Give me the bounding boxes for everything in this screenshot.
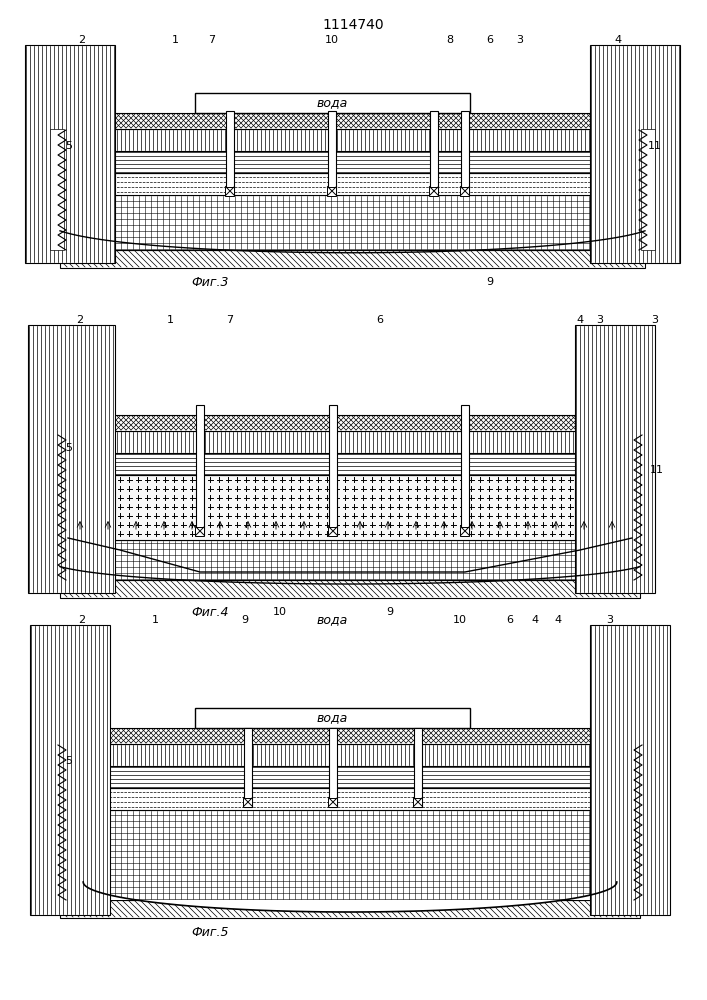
Bar — [60, 113, 645, 129]
Text: 10: 10 — [325, 35, 339, 45]
Text: 6: 6 — [506, 615, 513, 625]
Text: Фиг.3: Фиг.3 — [192, 275, 229, 288]
Text: 2: 2 — [78, 615, 86, 625]
Text: 11: 11 — [648, 141, 662, 151]
Bar — [60, 129, 645, 151]
Bar — [60, 900, 640, 918]
Bar — [196, 526, 204, 536]
Bar — [60, 788, 640, 810]
Bar — [429, 186, 438, 196]
Bar — [60, 744, 640, 766]
Text: 1: 1 — [151, 615, 158, 625]
Bar — [329, 798, 337, 806]
Bar — [60, 195, 645, 250]
Text: 4: 4 — [532, 615, 539, 625]
Bar — [590, 625, 670, 915]
Bar — [196, 405, 204, 535]
Bar — [430, 111, 438, 195]
Bar — [641, 129, 655, 250]
Bar — [50, 129, 64, 250]
Bar — [461, 405, 469, 535]
Text: 5: 5 — [65, 443, 72, 453]
Bar — [414, 728, 422, 807]
Bar — [28, 325, 115, 593]
Bar — [60, 453, 640, 475]
Text: 3: 3 — [597, 315, 604, 325]
Text: 9: 9 — [241, 615, 249, 625]
Bar — [60, 415, 640, 431]
Bar — [25, 45, 115, 263]
Bar — [329, 728, 337, 807]
Text: вода: вода — [317, 712, 348, 724]
Bar — [461, 111, 469, 195]
Polygon shape — [60, 882, 640, 912]
Bar — [60, 475, 640, 540]
Bar — [590, 45, 680, 263]
Text: 1: 1 — [167, 315, 173, 325]
Text: Фиг.5: Фиг.5 — [192, 926, 229, 938]
Bar — [60, 810, 640, 900]
Text: 11: 11 — [650, 465, 664, 475]
Text: 7: 7 — [226, 315, 233, 325]
Bar — [60, 431, 640, 453]
Bar — [60, 250, 645, 268]
Text: 2: 2 — [76, 315, 83, 325]
Text: 10: 10 — [453, 615, 467, 625]
Text: 1114740: 1114740 — [322, 18, 384, 32]
Bar — [195, 708, 470, 728]
Text: 3: 3 — [517, 35, 523, 45]
Bar — [226, 111, 234, 195]
Bar — [329, 526, 337, 536]
Text: 8: 8 — [446, 35, 454, 45]
Bar — [60, 766, 640, 788]
Bar — [244, 728, 252, 807]
Text: 5: 5 — [65, 756, 72, 766]
Bar — [60, 580, 640, 598]
Text: 4: 4 — [614, 35, 621, 45]
Bar — [226, 186, 235, 196]
Text: 5: 5 — [65, 141, 72, 151]
Bar — [243, 798, 252, 806]
Bar — [460, 526, 469, 536]
Text: вода: вода — [317, 97, 348, 109]
Bar — [460, 186, 469, 196]
Bar — [60, 540, 640, 580]
Bar — [327, 186, 337, 196]
Text: 7: 7 — [209, 35, 216, 45]
Bar — [329, 405, 337, 535]
Text: 4: 4 — [554, 615, 561, 625]
Bar — [575, 325, 655, 593]
Text: 4: 4 — [576, 315, 583, 325]
Text: Фиг.4: Фиг.4 — [192, 605, 229, 618]
Text: 9: 9 — [486, 277, 493, 287]
Text: 10: 10 — [273, 607, 287, 617]
Text: 6: 6 — [377, 315, 383, 325]
Text: 1: 1 — [172, 35, 178, 45]
Text: 6: 6 — [486, 35, 493, 45]
Text: 3: 3 — [651, 315, 658, 325]
Bar — [328, 111, 336, 195]
Text: вода: вода — [317, 613, 348, 626]
Bar — [414, 798, 423, 806]
Bar — [30, 625, 110, 915]
Bar — [195, 93, 470, 113]
Bar — [60, 173, 645, 195]
Text: 2: 2 — [78, 35, 86, 45]
Bar — [60, 151, 645, 173]
Text: 9: 9 — [387, 607, 394, 617]
Bar — [60, 728, 640, 744]
Text: 3: 3 — [607, 615, 614, 625]
